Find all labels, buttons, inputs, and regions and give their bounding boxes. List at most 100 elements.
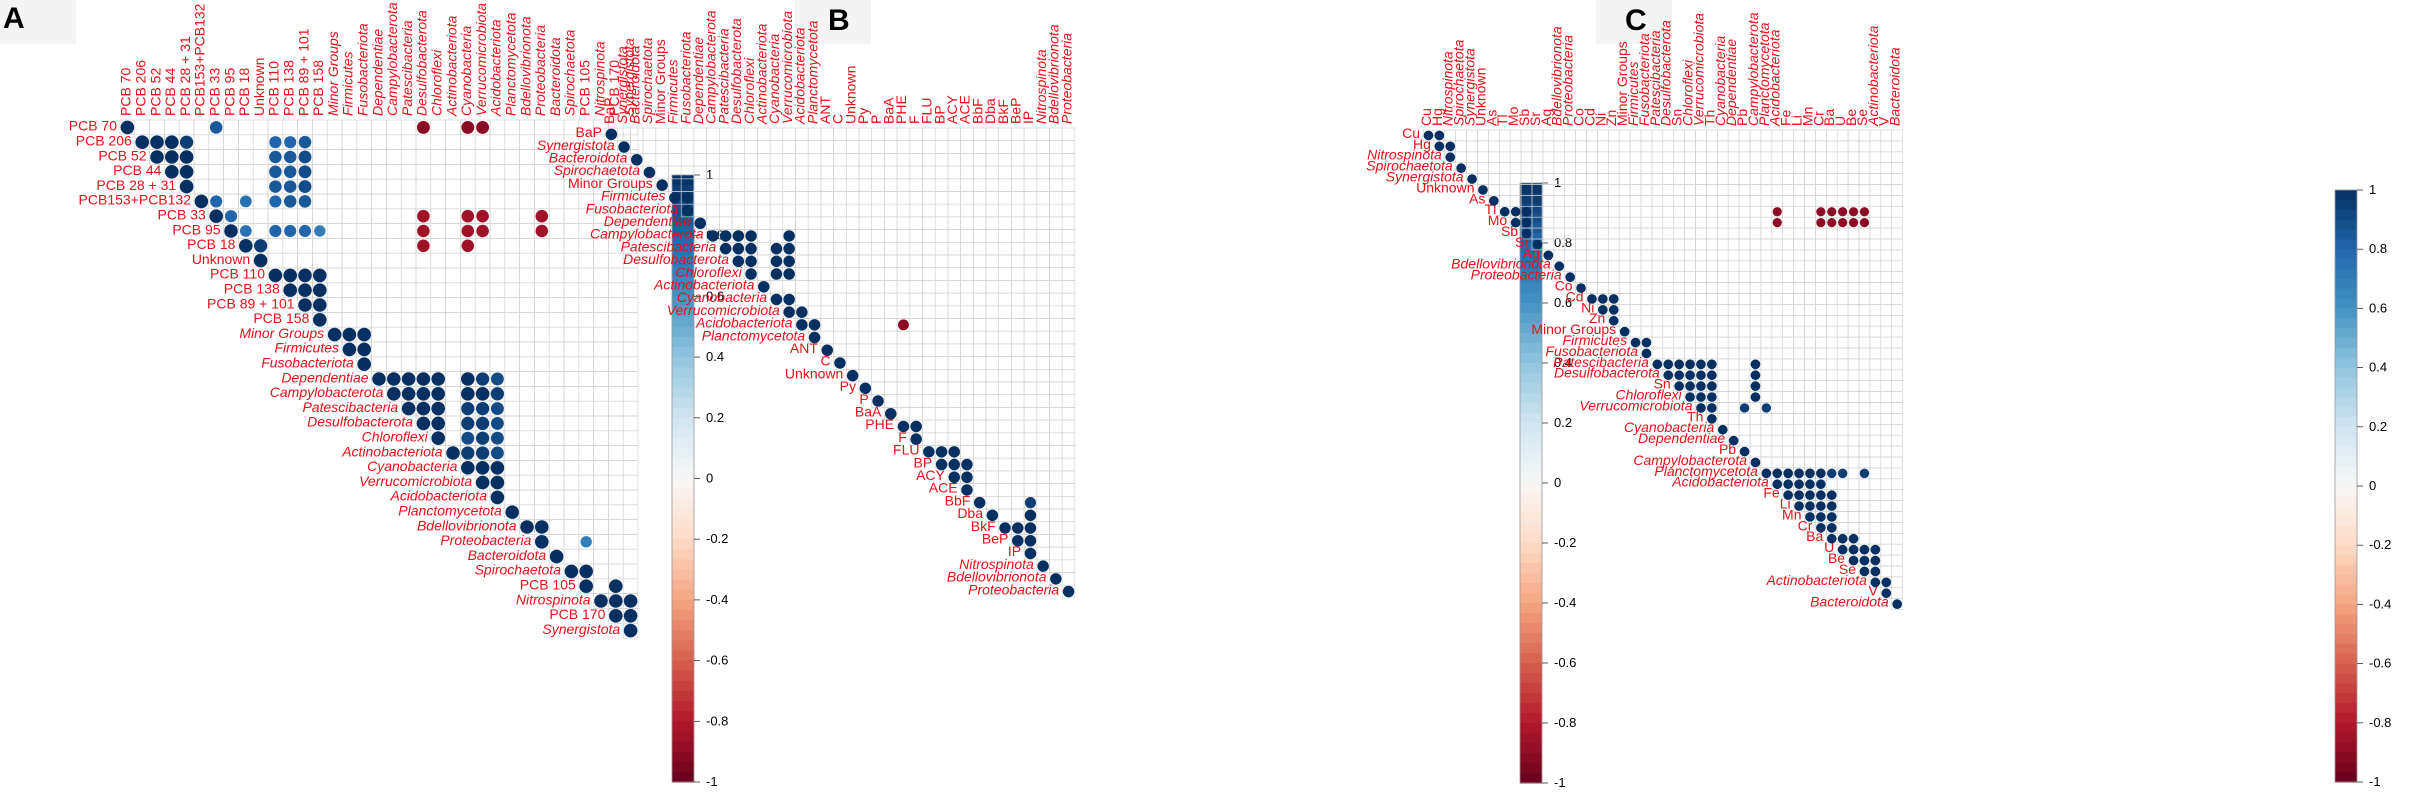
correlation-circle	[948, 446, 960, 458]
correlation-circle	[490, 446, 504, 460]
row-label: C	[820, 353, 830, 369]
correlation-circle	[1707, 381, 1717, 391]
colorbar-segment	[2335, 663, 2357, 675]
colorbar-segment	[672, 296, 694, 308]
correlation-circle	[1826, 512, 1837, 522]
correlation-circle	[935, 458, 948, 471]
colorbar-segment	[2335, 742, 2357, 753]
colorbar-tick-label: -1	[2369, 774, 2381, 789]
correlation-circle	[719, 230, 732, 242]
correlation-circle	[1423, 130, 1434, 141]
colorbar-segment	[672, 559, 694, 571]
correlation-circle	[179, 179, 194, 194]
colorbar-segment	[1520, 613, 1542, 624]
grid-cell	[1061, 584, 1076, 599]
correlation-circle	[1012, 522, 1024, 534]
colorbar-segment	[1520, 713, 1542, 724]
column-label: Nitrospinota	[1440, 51, 1456, 126]
column-label: Actinobacteriota	[1865, 25, 1881, 127]
correlation-circle	[1499, 206, 1510, 217]
colorbar-tick-label: 0.6	[1554, 295, 1572, 310]
colorbar-segment	[2335, 703, 2357, 714]
row-label: Mo	[1488, 212, 1508, 228]
column-label: BaA	[881, 97, 897, 124]
row-label: Bdellovibrionota	[947, 569, 1047, 585]
row-label: Planctomycetota	[702, 327, 806, 343]
correlation-circle	[1674, 381, 1684, 391]
colorbar-tick-label: -0.4	[2369, 596, 2391, 611]
column-label: Proteobacteria	[1560, 35, 1576, 126]
correlation-circle	[1608, 315, 1619, 326]
correlation-circle	[1641, 348, 1652, 359]
correlation-circle	[1794, 490, 1804, 500]
column-label: PCB 105	[576, 60, 592, 116]
correlation-circle	[579, 564, 593, 579]
colorbar-segment	[1520, 513, 1542, 524]
column-label: BeP	[1008, 98, 1024, 124]
correlation-circle	[1848, 533, 1859, 544]
row-label: Tl	[1485, 201, 1497, 217]
row-label: Fusobacteriota	[1545, 343, 1638, 359]
correlation-circle	[986, 509, 999, 522]
colorbar-segment	[1520, 453, 1542, 464]
column-label: PCB 206	[132, 60, 148, 116]
correlation-circle	[1750, 457, 1761, 468]
row-label: IP	[1008, 543, 1021, 559]
colorbar-tick-label: 0	[1554, 475, 1561, 490]
correlation-circle	[1826, 533, 1837, 544]
column-label: Co	[1570, 108, 1586, 126]
colorbar-segment	[2335, 693, 2357, 704]
correlation-circle	[150, 135, 164, 149]
correlation-circle	[631, 154, 643, 166]
correlation-circle	[490, 490, 505, 505]
panel-label-box	[1596, 0, 1672, 44]
colorbar-segment	[672, 407, 694, 419]
colorbar-tick-label: 0.2	[1554, 415, 1572, 430]
colorbar-segment	[672, 660, 694, 672]
column-label: Firmicutes	[665, 59, 681, 124]
colorbar-segment	[2335, 426, 2357, 438]
colorbar-segment	[1520, 333, 1542, 344]
row-label: Acidobacteriota	[1671, 474, 1769, 490]
correlation-circle	[1870, 577, 1881, 588]
column-label: Patescibacteria	[1647, 30, 1663, 126]
correlation-circle	[461, 239, 475, 253]
row-label: Nitrospinota	[1367, 147, 1442, 163]
row-label: Acidobacteriota	[695, 315, 793, 331]
correlation-circle	[431, 387, 446, 401]
correlation-circle	[1037, 560, 1049, 572]
colorbar-segment	[1520, 543, 1542, 554]
column-label: As	[1483, 110, 1499, 126]
correlation-circle	[475, 475, 490, 490]
correlation-circle	[745, 255, 757, 268]
colorbar-segment	[672, 185, 694, 196]
correlation-circle	[417, 209, 430, 223]
colorbar-segment	[1520, 593, 1542, 604]
column-label: Chloroflexi	[741, 57, 757, 124]
correlation-circle	[1848, 207, 1859, 217]
correlation-circle	[461, 387, 475, 401]
row-label: Actinobacteriota	[653, 277, 755, 293]
correlation-circle	[209, 121, 223, 134]
correlation-circle	[269, 195, 282, 208]
row-label: Cu	[1402, 125, 1420, 141]
row-label: Li	[1780, 495, 1791, 511]
correlation-circle	[758, 281, 770, 293]
colorbar-segment	[1520, 303, 1542, 314]
column-label: Actinobacteriota	[754, 23, 770, 125]
colorbar-tick-label: -0.4	[1554, 595, 1576, 610]
colorbar-segment	[1520, 763, 1542, 774]
colorbar-segment	[672, 741, 694, 753]
correlation-circle	[313, 268, 327, 283]
row-label: Mn	[1782, 506, 1801, 522]
colorbar-segment	[2335, 199, 2357, 211]
row-label: Actinobacteriota	[341, 443, 443, 459]
colorbar-segment	[1520, 483, 1542, 494]
column-label: Desulfobacterota	[1658, 20, 1674, 126]
correlation-circle	[1816, 523, 1826, 533]
column-label: V	[1876, 116, 1892, 126]
colorbar-segment	[672, 640, 694, 652]
colorbar-tick-label: 0.6	[2369, 300, 2387, 315]
column-label: Bacteroidota	[1887, 47, 1903, 126]
